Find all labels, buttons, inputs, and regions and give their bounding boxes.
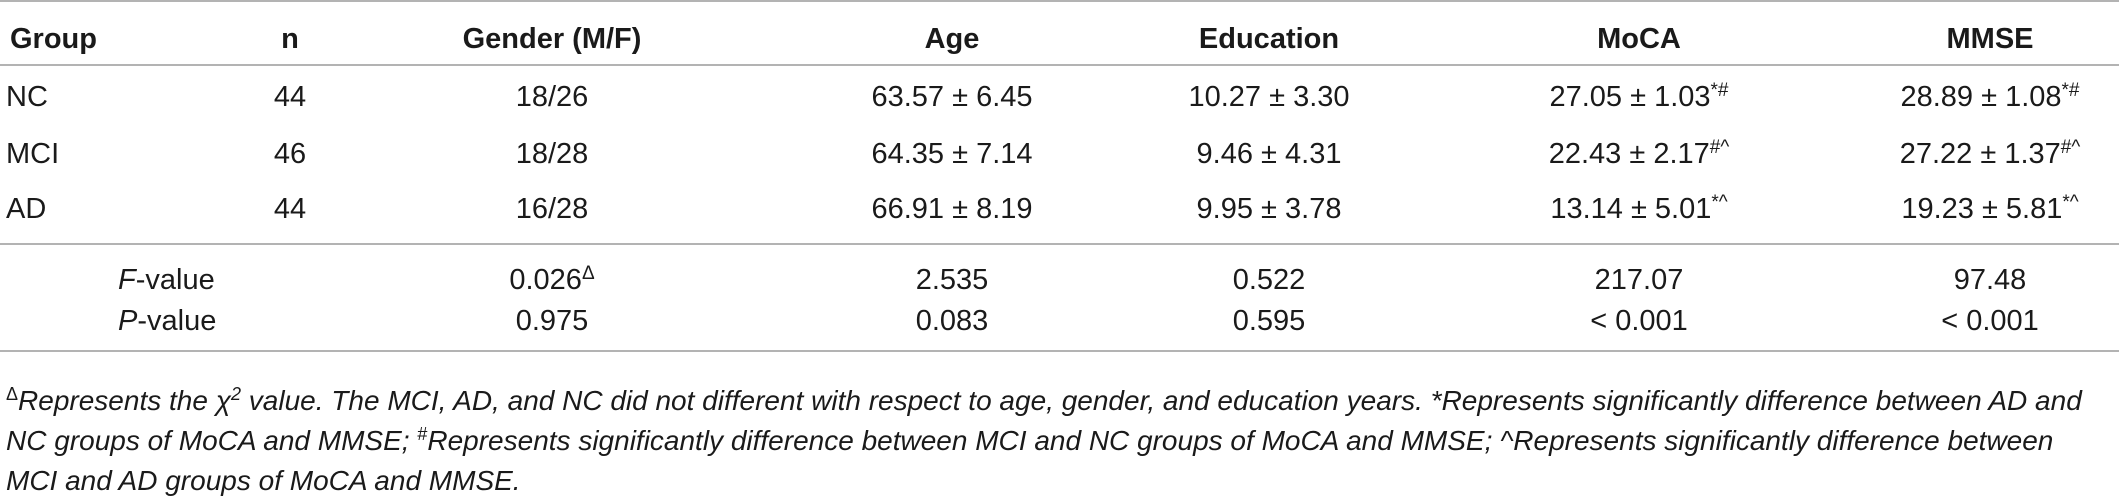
header-gender: Gender (M/F): [462, 23, 642, 55]
chi-symbol: χ: [215, 385, 231, 416]
cell-n: 44: [273, 81, 307, 113]
cell-education: 10.27 ± 3.30: [1188, 81, 1350, 113]
caret-symbol: ^: [1500, 425, 1514, 456]
cell-age: 64.35 ± 7.14: [871, 138, 1033, 170]
value: 22.43 ± 2.17: [1548, 138, 1710, 170]
top-rule: [0, 0, 2119, 2]
cell-age: 66.91 ± 8.19: [871, 193, 1033, 225]
value: 28.89 ± 1.08: [1900, 81, 2062, 113]
cell-education: 9.95 ± 3.78: [1196, 193, 1342, 225]
bottom-rule: [0, 350, 2119, 352]
cell-education: 9.46 ± 4.31: [1196, 138, 1342, 170]
header-rule: [0, 64, 2119, 66]
cell-group: AD: [6, 193, 47, 225]
stat-suffix: -value: [135, 264, 215, 296]
cell-age: 0.083: [915, 305, 989, 337]
stat-letter: F: [118, 264, 136, 296]
value: 13.14 ± 5.01: [1550, 193, 1712, 225]
section-rule: [0, 243, 2119, 245]
cell-stat-label: F-value: [118, 263, 215, 297]
cell-mmse: 19.23 ± 5.81*^: [1901, 192, 2078, 226]
header-group: Group: [10, 23, 97, 55]
header-n: n: [281, 23, 299, 55]
value: 27.05 ± 1.03: [1549, 81, 1711, 113]
cell-moca: < 0.001: [1590, 305, 1688, 337]
value: 19.23 ± 5.81: [1901, 193, 2063, 225]
cell-gender: 0.026Δ: [509, 263, 594, 297]
footnote-text: Represents the: [18, 385, 216, 416]
cell-age: 63.57 ± 6.45: [871, 81, 1033, 113]
delta-symbol: Δ: [6, 384, 19, 404]
cell-gender: 18/28: [515, 138, 589, 170]
significance-marks: #^: [1709, 137, 1730, 158]
cell-education: 0.522: [1232, 264, 1306, 296]
table-footnote: ΔRepresents the χ2 value. The MCI, AD, a…: [6, 374, 2111, 501]
cell-moca: 27.05 ± 1.03*#: [1549, 80, 1728, 114]
value: 27.22 ± 1.37: [1899, 138, 2061, 170]
significance-marks: #^: [2060, 137, 2081, 158]
footnote-text: Represents significantly difference betw…: [427, 425, 1501, 456]
star-symbol: *: [1430, 385, 1442, 416]
cell-group: NC: [6, 81, 48, 113]
delta-mark: Δ: [581, 263, 595, 284]
header-mmse: MMSE: [1946, 23, 2034, 55]
header-education: Education: [1198, 23, 1340, 55]
cell-mmse: 28.89 ± 1.08*#: [1900, 80, 2079, 114]
cell-mmse: 27.22 ± 1.37#^: [1900, 137, 2081, 171]
header-age: Age: [924, 23, 980, 55]
cell-mmse: 97.48: [1953, 264, 2027, 296]
significance-marks: *^: [1711, 192, 1728, 213]
cell-moca: 13.14 ± 5.01*^: [1550, 192, 1727, 226]
hash-symbol: #: [417, 424, 428, 444]
cell-n: 46: [273, 138, 307, 170]
cell-age: 2.535: [915, 264, 989, 296]
footnote-text: value. The MCI, AD, and NC did not diffe…: [241, 385, 1431, 416]
cell-moca: 22.43 ± 2.17#^: [1549, 137, 1730, 171]
cell-gender: 18/26: [515, 81, 589, 113]
stat-letter: P: [118, 305, 138, 337]
value: 0.026: [509, 264, 582, 296]
cell-mmse: < 0.001: [1941, 305, 2039, 337]
cell-n: 44: [273, 193, 307, 225]
cell-education: 0.595: [1232, 305, 1306, 337]
footnote-text: Represents significantly difference betw…: [6, 385, 2082, 456]
cell-gender: 0.975: [515, 305, 589, 337]
chi-superscript: 2: [231, 384, 242, 404]
header-moca: MoCA: [1597, 23, 1681, 55]
significance-marks: *^: [2062, 192, 2079, 213]
cell-group: MCI: [6, 138, 60, 170]
cell-gender: 16/28: [515, 193, 589, 225]
stat-suffix: -value: [137, 305, 217, 337]
significance-marks: *#: [1710, 80, 1729, 101]
cell-stat-label: P-value: [118, 304, 216, 338]
cell-moca: 217.07: [1594, 264, 1684, 296]
significance-marks: *#: [2061, 80, 2080, 101]
